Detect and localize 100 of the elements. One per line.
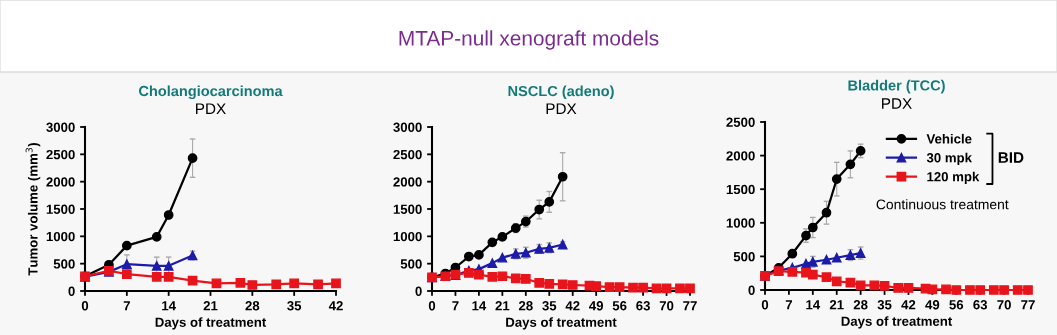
point (927, 284, 938, 295)
point (787, 266, 798, 277)
point (544, 279, 555, 289)
x-tick-label: 35 (287, 301, 302, 311)
x-tick-label: 14 (472, 301, 487, 311)
point (163, 271, 174, 282)
x-axis-title: Days of treatment (506, 317, 617, 330)
point (821, 272, 832, 283)
point (121, 240, 132, 251)
y-tick-label: 1500 (726, 184, 755, 195)
point (534, 277, 545, 288)
y-tick-label: 2000 (726, 151, 755, 161)
x-tick-label: 35 (877, 300, 892, 310)
point (187, 153, 198, 164)
point (567, 280, 578, 290)
annotation: Continuous treatment (876, 199, 1009, 210)
y-tick-label: 1000 (46, 231, 75, 242)
annotation: BID (998, 152, 1024, 163)
point (675, 283, 685, 294)
point (474, 269, 484, 280)
point (497, 271, 508, 282)
point (151, 271, 162, 282)
point (487, 258, 498, 268)
x-tick-label: 0 (81, 301, 89, 311)
point (557, 239, 568, 250)
x-tick-label: 0 (761, 300, 769, 310)
point (163, 260, 174, 271)
point (557, 171, 568, 182)
point (903, 283, 914, 293)
point (685, 283, 695, 294)
point (235, 277, 246, 288)
y-tick-label: 0 (748, 285, 755, 295)
point (651, 283, 662, 294)
point (247, 280, 258, 290)
x-tick-label: 42 (328, 301, 343, 311)
y-tick-label: 2500 (393, 149, 422, 160)
point (151, 232, 162, 242)
x-tick-label: 14 (806, 300, 821, 310)
point (604, 282, 615, 293)
point (845, 159, 856, 170)
y-tick-label: 500 (400, 259, 422, 269)
x-tick-label: 0 (428, 301, 436, 311)
x-tick-label: 7 (785, 300, 792, 310)
point (975, 285, 986, 295)
y-tick-label: 500 (733, 251, 755, 262)
chart-subtitle: PDX (196, 103, 226, 114)
point (807, 222, 818, 233)
x-tick-label: 63 (636, 301, 650, 311)
point (628, 282, 638, 293)
y-tick-label: 500 (53, 259, 75, 269)
y-tick-label: 2500 (46, 149, 75, 160)
point (591, 281, 602, 291)
chart-subtitle: PDX (546, 103, 577, 114)
x-tick-label: 42 (565, 301, 580, 311)
point (893, 283, 904, 293)
point (497, 232, 508, 242)
x-tick-label: 56 (612, 301, 627, 311)
x-tick-label: 56 (949, 300, 964, 310)
point (211, 278, 222, 289)
point (557, 279, 568, 290)
x-tick-label: 77 (1021, 300, 1035, 310)
point (999, 285, 1009, 295)
point (638, 282, 648, 293)
point (151, 260, 162, 271)
chart-title: NSCLC (adeno) (508, 85, 614, 100)
y-tick-label: 3000 (393, 122, 422, 132)
point (661, 283, 672, 294)
point (534, 204, 545, 215)
x-tick-label: 28 (245, 301, 260, 311)
point (855, 280, 866, 291)
legend-label: 30 mpk (926, 152, 972, 166)
point (271, 279, 282, 290)
point (869, 280, 880, 291)
point (831, 252, 842, 263)
legend-label: 120 mpk (927, 171, 980, 184)
legend-label: Vehicle (926, 133, 972, 144)
y-tick-label: 2000 (393, 177, 422, 187)
point (497, 252, 508, 263)
point (879, 281, 890, 291)
x-axis-title: Days of treatment (155, 317, 267, 330)
x-tick-label: 21 (203, 301, 218, 311)
x-tick-label: 49 (589, 301, 604, 311)
x-tick-label: 49 (925, 300, 940, 310)
point (951, 285, 962, 295)
y-tick-label: 1000 (393, 231, 422, 242)
y-tick-label: 0 (68, 286, 75, 296)
point (821, 254, 832, 265)
point (614, 282, 625, 293)
y-tick-label: 1000 (726, 218, 755, 228)
x-tick-label: 63 (973, 300, 988, 310)
point (1023, 285, 1033, 295)
chart-title: Bladder (TCC) (848, 79, 945, 94)
x-tick-label: 21 (495, 301, 510, 311)
x-tick-label: 7 (123, 301, 130, 311)
y-tick-label: 1500 (393, 204, 422, 214)
y-tick-label: 3000 (46, 122, 75, 132)
point (487, 271, 498, 282)
x-tick-label: 70 (659, 301, 674, 311)
point (821, 207, 832, 218)
point (487, 237, 498, 248)
